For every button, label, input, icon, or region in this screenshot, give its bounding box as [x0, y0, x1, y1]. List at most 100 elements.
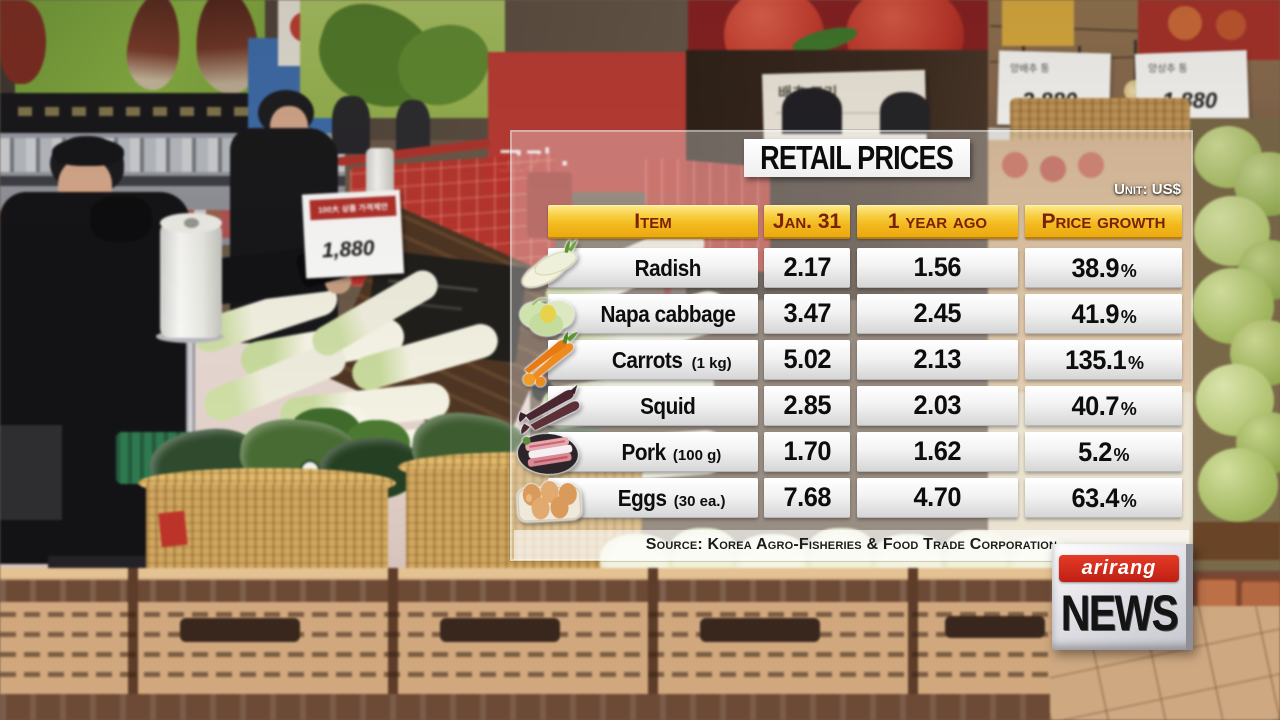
- lamp-icon: [1012, 78, 1034, 100]
- arirang-text: arirang: [1081, 557, 1157, 579]
- jan31-cell: 5.02: [764, 340, 850, 380]
- floor: [0, 330, 530, 620]
- crate-slots: [0, 672, 1062, 677]
- daikon-radish: [306, 265, 444, 361]
- arirang-news-logo: arirang NEWS: [1052, 544, 1193, 650]
- crate-handle: [180, 618, 300, 642]
- item-name: Squid: [639, 393, 696, 419]
- tomato-icon: [846, 0, 964, 86]
- yearago-cell: 1.56: [857, 248, 1018, 288]
- table-row-eggs: Eggs (30 ea.) 7.68 4.70 63.4%: [517, 478, 1182, 522]
- kiosk-sign-text: 배추 포기: [778, 85, 838, 102]
- woman-leg-gap: [100, 580, 110, 720]
- right-wall: [988, 0, 1280, 138]
- stand-tray: [156, 330, 224, 343]
- fish-icon: [192, 0, 262, 97]
- yearago-cell: 2.03: [857, 386, 1018, 426]
- cabbage-icon: [1236, 412, 1280, 474]
- crate-handle: [440, 618, 560, 642]
- boot: [122, 690, 182, 720]
- cabbage-icon: [1234, 152, 1280, 216]
- pork-icon: [513, 422, 586, 482]
- crate-stack: [0, 568, 1062, 720]
- lamp-icon: [1068, 86, 1088, 106]
- woman-collar: [90, 196, 152, 242]
- cabbage-icon: [1192, 268, 1274, 344]
- crate-handle: [700, 618, 820, 642]
- salad-bag: [317, 434, 423, 504]
- item-cell: Pork (100 g): [517, 432, 758, 474]
- price-sign: [301, 189, 405, 279]
- crate-second-row: [0, 694, 1062, 720]
- cabbage-icon: [1196, 364, 1274, 436]
- crate-slots: [0, 612, 1062, 617]
- yearago-cell: 2.45: [857, 294, 1018, 334]
- lamp-stem: [1196, 48, 1199, 90]
- fish-icon: [0, 0, 46, 84]
- cart-leg: [382, 284, 389, 380]
- cart-handle: [336, 138, 491, 167]
- napa-cabbage-icon: [512, 284, 586, 345]
- yearago-cell: 2.13: [857, 340, 1018, 380]
- item-name: Pork: [621, 439, 666, 465]
- cabbage-icon: [1238, 240, 1280, 300]
- vegetable-banner-greens: [306, 0, 450, 121]
- display-cases: [0, 133, 345, 245]
- chalkboard: [364, 249, 528, 363]
- fish-counter-sign: [0, 93, 305, 133]
- item-cell: Carrots (1 kg): [523, 331, 758, 387]
- shopper-silhouette: [880, 92, 930, 134]
- promo-poster-dot: [290, 12, 320, 42]
- growth-cell: 5.2%: [1025, 432, 1182, 472]
- display-shelf-items: [0, 138, 345, 172]
- column-header-item: Item: [548, 205, 758, 239]
- carrots-icon: [512, 330, 586, 391]
- crate-slots: [0, 652, 1062, 657]
- kiosk-sign-line: [776, 112, 910, 114]
- package: [1240, 580, 1280, 624]
- shelf-price-sign: [997, 50, 1111, 128]
- table-row-napa-cabbage: Napa cabbage 3.47 2.45 41.9%: [519, 294, 1182, 336]
- cabbage-display: [1190, 118, 1280, 570]
- crate-handle: [945, 616, 1045, 638]
- chalk-mark: [388, 279, 478, 292]
- column-header-growth: Price growth: [1025, 205, 1182, 239]
- paper-towel-roll: [160, 222, 222, 338]
- shopper-silhouette: [396, 100, 430, 154]
- item-name: Carrots: [612, 347, 683, 373]
- woman-bangs: [52, 138, 124, 166]
- promo-poster: [278, 0, 336, 66]
- shopper-silhouette: [332, 96, 370, 154]
- blue-wall: [248, 38, 333, 134]
- price-sign-header: 100大 상품 가격제안: [309, 195, 397, 221]
- jan31-cell: 7.68: [764, 478, 850, 518]
- fish-banner: [15, 0, 265, 100]
- growth-cell: 41.9%: [1025, 294, 1182, 334]
- bag-label: [200, 470, 220, 490]
- item-name: Eggs: [617, 485, 667, 511]
- arirang-wordmark: arirang: [1059, 555, 1179, 582]
- item-name: Napa cabbage: [600, 301, 735, 327]
- item-cell: Napa cabbage: [519, 294, 758, 336]
- cabbage-icon: [1198, 448, 1278, 522]
- growth-cell: 40.7%: [1025, 386, 1182, 426]
- crate-divider: [128, 568, 138, 720]
- ceiling-wire: [990, 24, 1280, 38]
- packaged-goods: [1192, 572, 1280, 720]
- daikon-radish: [278, 381, 452, 435]
- ceiling-wire: [990, 50, 1280, 64]
- fish-icon: [123, 0, 185, 93]
- yellow-sign: [1002, 0, 1074, 46]
- table-row-carrots: Carrots (1 kg) 5.02 2.13 135.1%: [523, 331, 1182, 387]
- woman-hair: [50, 136, 124, 194]
- cabbage-icon: [1194, 196, 1270, 266]
- item-cell: Squid: [518, 384, 758, 435]
- red-tag: [158, 510, 188, 548]
- eggs-icon: [513, 468, 586, 528]
- package: [1240, 672, 1280, 716]
- unit-label: Unit: US$: [1114, 181, 1181, 198]
- ceiling: [0, 0, 1280, 140]
- tomato-leaf: [790, 22, 860, 58]
- daikon-radish: [238, 315, 407, 381]
